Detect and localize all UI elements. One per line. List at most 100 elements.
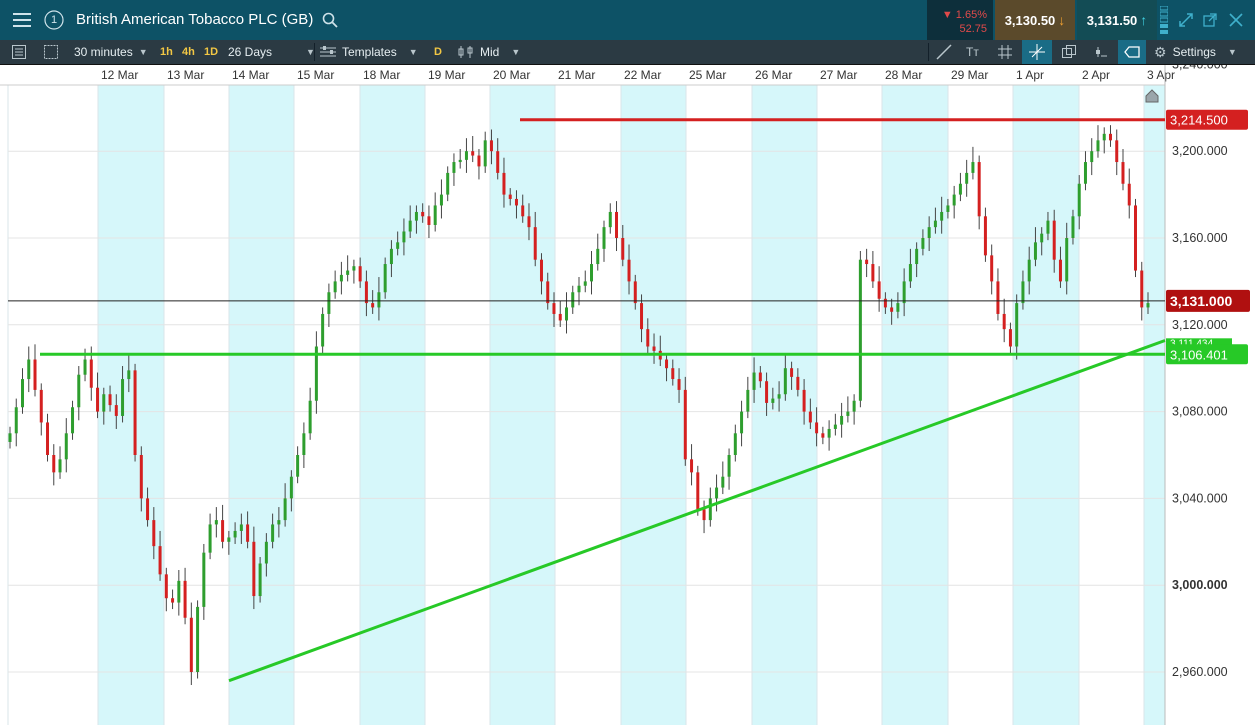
range-select[interactable]: 26 Days ▼ [228, 40, 315, 64]
candle-body [233, 530, 237, 538]
candle-body [1140, 270, 1144, 308]
indicator-icon[interactable] [1094, 40, 1108, 64]
candle-body [458, 159, 462, 163]
x-tick-label: 19 Mar [428, 68, 465, 82]
chevron-down-icon: ▼ [138, 47, 148, 57]
interval-label: 30 minutes [74, 45, 133, 59]
copy-icon[interactable] [1062, 40, 1076, 64]
candle-body [439, 194, 443, 206]
x-tick-label: 22 Mar [624, 68, 661, 82]
templates-select[interactable]: Templates ▼ [320, 40, 418, 64]
candle-body [821, 433, 825, 438]
chart-area[interactable]: 12 Mar 13 Mar 14 Mar 15 Mar 18 Mar 19 Mar 20 M… [0, 57, 1255, 725]
quick-1d-button[interactable]: 1D [204, 46, 219, 58]
candle-body [471, 151, 475, 156]
candle-body [896, 303, 900, 312]
candle-body [877, 281, 881, 299]
candle-body [421, 211, 425, 217]
support-price-label-bg [1166, 344, 1248, 365]
candle-body [239, 524, 243, 531]
instrument-title: British American Tobacco PLC (GB) [76, 11, 314, 28]
popout-icon[interactable] [1196, 6, 1224, 34]
candle-body [940, 211, 944, 221]
menu-icon[interactable] [8, 6, 36, 34]
watchlist-badge[interactable]: 1 [40, 6, 68, 34]
d-badge[interactable]: D [434, 46, 442, 58]
x-axis-band [0, 65, 1165, 85]
day-shade [1013, 65, 1079, 725]
search-icon[interactable] [322, 12, 338, 33]
candle-body [483, 140, 487, 167]
day-shade [229, 65, 294, 725]
candle-body [402, 231, 406, 243]
candle-body [139, 455, 143, 499]
candle-body [646, 329, 650, 347]
y-tick-label: 3,120.000 [1172, 318, 1228, 332]
candle-body [796, 376, 800, 390]
candle-body [477, 155, 481, 167]
price-type-label: Mid [480, 45, 500, 59]
toolbar-divider [928, 43, 929, 61]
candle-body [371, 303, 375, 308]
quick-1h-button[interactable]: 1h [160, 46, 173, 58]
candle-body [96, 387, 100, 412]
candle-body [33, 359, 37, 390]
candle-body [227, 537, 231, 542]
candle-body [158, 546, 162, 575]
day-shade [490, 65, 555, 725]
candle-body [221, 520, 225, 542]
candle-body [427, 216, 431, 225]
candle-body [1146, 303, 1150, 308]
candle-body [546, 281, 550, 304]
x-tick-label: 28 Mar [885, 68, 922, 82]
candle-body [352, 266, 356, 271]
grid-icon[interactable] [998, 40, 1012, 64]
x-tick-label: 3 Apr [1147, 68, 1175, 82]
candle-body [289, 476, 293, 499]
crosshair-icon[interactable] [1022, 40, 1052, 64]
candle-body [296, 455, 300, 477]
candle-body [590, 264, 594, 282]
change-percent: ▼ 1.65% [941, 9, 987, 21]
candle-body [602, 227, 606, 249]
chevron-down-icon: ▼ [306, 47, 315, 57]
price-type-select[interactable]: Mid ▼ [458, 40, 520, 64]
candle-body [177, 580, 181, 603]
price-chart[interactable]: 12 Mar 13 Mar 14 Mar 15 Mar 18 Mar 19 Mar 20 M… [0, 57, 1255, 725]
day-shade [882, 65, 948, 725]
candle-body [727, 455, 731, 477]
candle-body [464, 151, 468, 160]
sell-button[interactable]: 3,130.50 ↓ [995, 0, 1075, 40]
resistance-price-label-bg [1166, 109, 1248, 130]
templates-label: Templates [342, 45, 397, 59]
chart-list-icon[interactable] [12, 40, 26, 64]
title-bar: 1 British American Tobacco PLC (GB) ▼ 1.… [0, 0, 1255, 41]
candle-body [583, 281, 587, 286]
candle-body [840, 415, 844, 425]
close-icon[interactable] [1222, 6, 1250, 34]
x-tick-label: 12 Mar [101, 68, 138, 82]
quick-4h-button[interactable]: 4h [182, 46, 195, 58]
candle-body [1077, 183, 1081, 217]
candle-body [77, 374, 81, 408]
candle-body [64, 433, 68, 460]
settings-button[interactable]: ⚙ Settings ▼ [1154, 40, 1237, 64]
layout-icon[interactable] [44, 40, 58, 64]
candle-body [133, 370, 137, 455]
range-label: 26 Days [228, 45, 273, 59]
buy-button[interactable]: 3,131.50 ↑ [1077, 0, 1157, 40]
candle-body [890, 307, 894, 312]
candles-icon [458, 46, 473, 58]
candle-body [496, 151, 500, 173]
text-tool-icon[interactable]: Tт [966, 45, 979, 59]
candle-body [46, 422, 50, 455]
label-tag-icon[interactable] [1118, 40, 1146, 64]
interval-select[interactable]: 30 minutes ▼ [74, 40, 148, 64]
candle-body [652, 346, 656, 351]
candle-body [327, 292, 331, 314]
candle-body [127, 370, 131, 380]
candle-body [815, 422, 819, 434]
expand-icon[interactable] [1172, 6, 1200, 34]
day-shade [752, 65, 817, 725]
draw-line-icon[interactable] [936, 40, 952, 64]
